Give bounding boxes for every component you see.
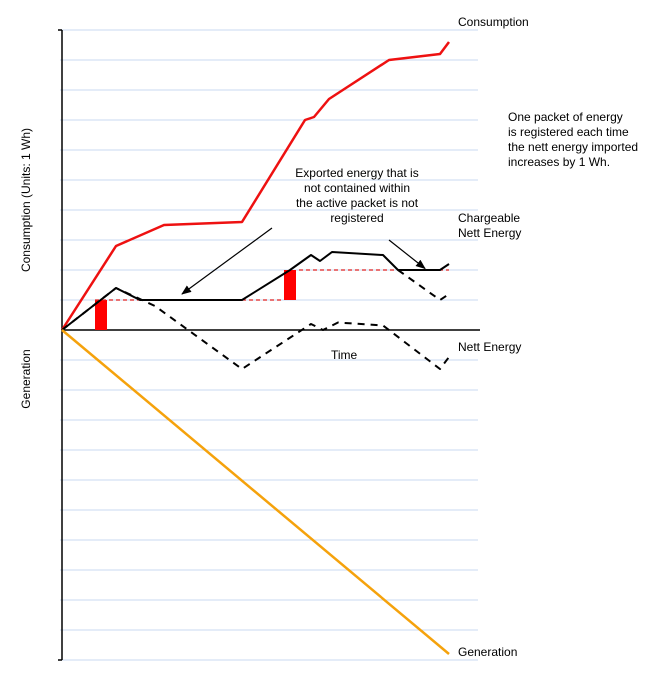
chargeable-nett-energy-dashed-tail xyxy=(397,269,450,301)
x-axis-label: Time xyxy=(331,348,358,362)
annotation-arrow xyxy=(181,227,273,295)
annotation-arrow xyxy=(388,239,426,270)
nett-energy-label: Nett Energy xyxy=(458,340,522,354)
energy-packet-bar xyxy=(95,300,107,330)
exported-energy-note: Exported energy that is not contained wi… xyxy=(295,166,419,225)
chargeable-nett-energy-label: Chargeable Nett Energy xyxy=(458,211,522,240)
generation-line xyxy=(61,329,450,655)
packet-explanation-note: One packet of energy is registered each … xyxy=(508,110,639,169)
y-axis-label-generation: Generation xyxy=(19,349,33,409)
consumption-series-label: Consumption xyxy=(458,15,529,29)
energy-packet-bar xyxy=(284,270,296,300)
y-axis-label-consumption: Consumption (Units: 1 Wh) xyxy=(19,127,33,273)
generation-series-label: Generation xyxy=(458,645,518,659)
consumption-line xyxy=(60,41,450,331)
chargeable-nett-energy-line xyxy=(61,251,450,331)
